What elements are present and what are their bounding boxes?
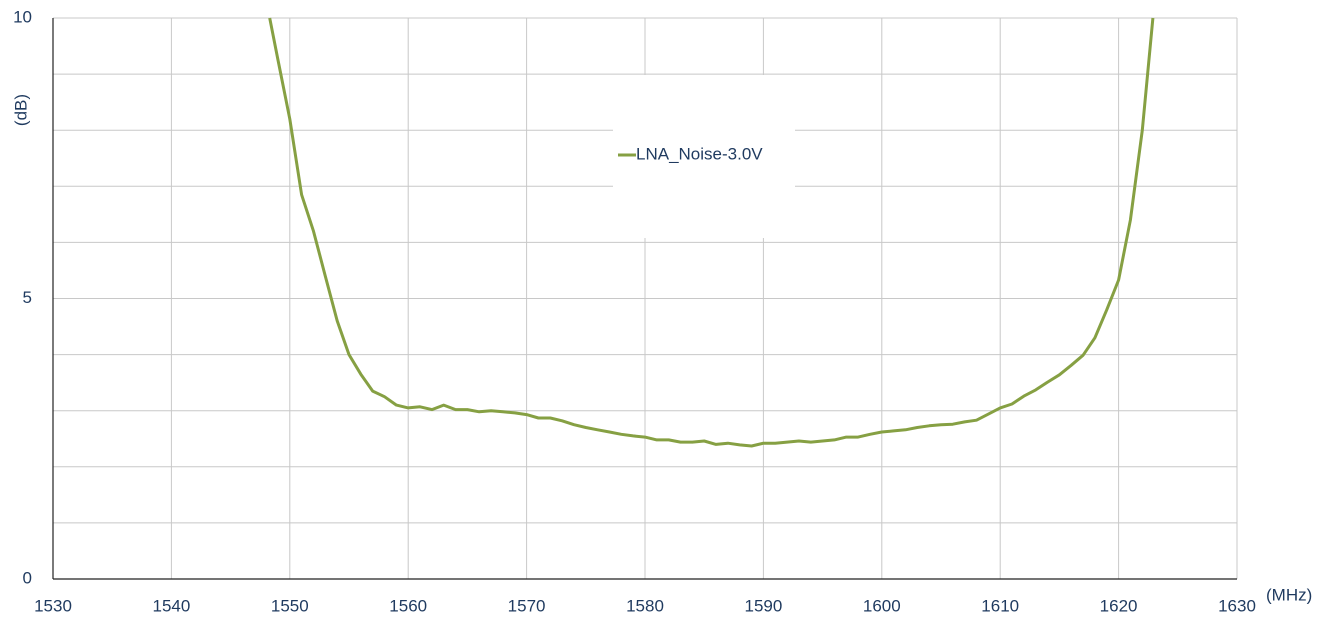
x-tick-label: 1530 [34, 596, 72, 615]
legend-label: LNA_Noise-3.0V [636, 144, 763, 163]
x-tick-label: 1610 [981, 596, 1019, 615]
y-tick-label: 5 [23, 288, 32, 307]
y-tick-label: 0 [23, 568, 32, 587]
x-tick-label: 1550 [271, 596, 309, 615]
x-tick-label: 1560 [389, 596, 427, 615]
x-tick-label: 1620 [1100, 596, 1138, 615]
x-tick-label: 1540 [152, 596, 190, 615]
x-tick-label: 1570 [508, 596, 546, 615]
x-tick-label: 1590 [744, 596, 782, 615]
y-axis-label: (dB) [11, 94, 30, 126]
x-tick-label: 1630 [1218, 596, 1256, 615]
legend-box [613, 75, 795, 238]
data-line [268, 17, 1155, 448]
x-tick-label: 1580 [626, 596, 664, 615]
x-tick-label: 1600 [863, 596, 901, 615]
y-tick-label: 10 [13, 7, 32, 26]
x-axis-label: (MHz) [1266, 585, 1312, 604]
